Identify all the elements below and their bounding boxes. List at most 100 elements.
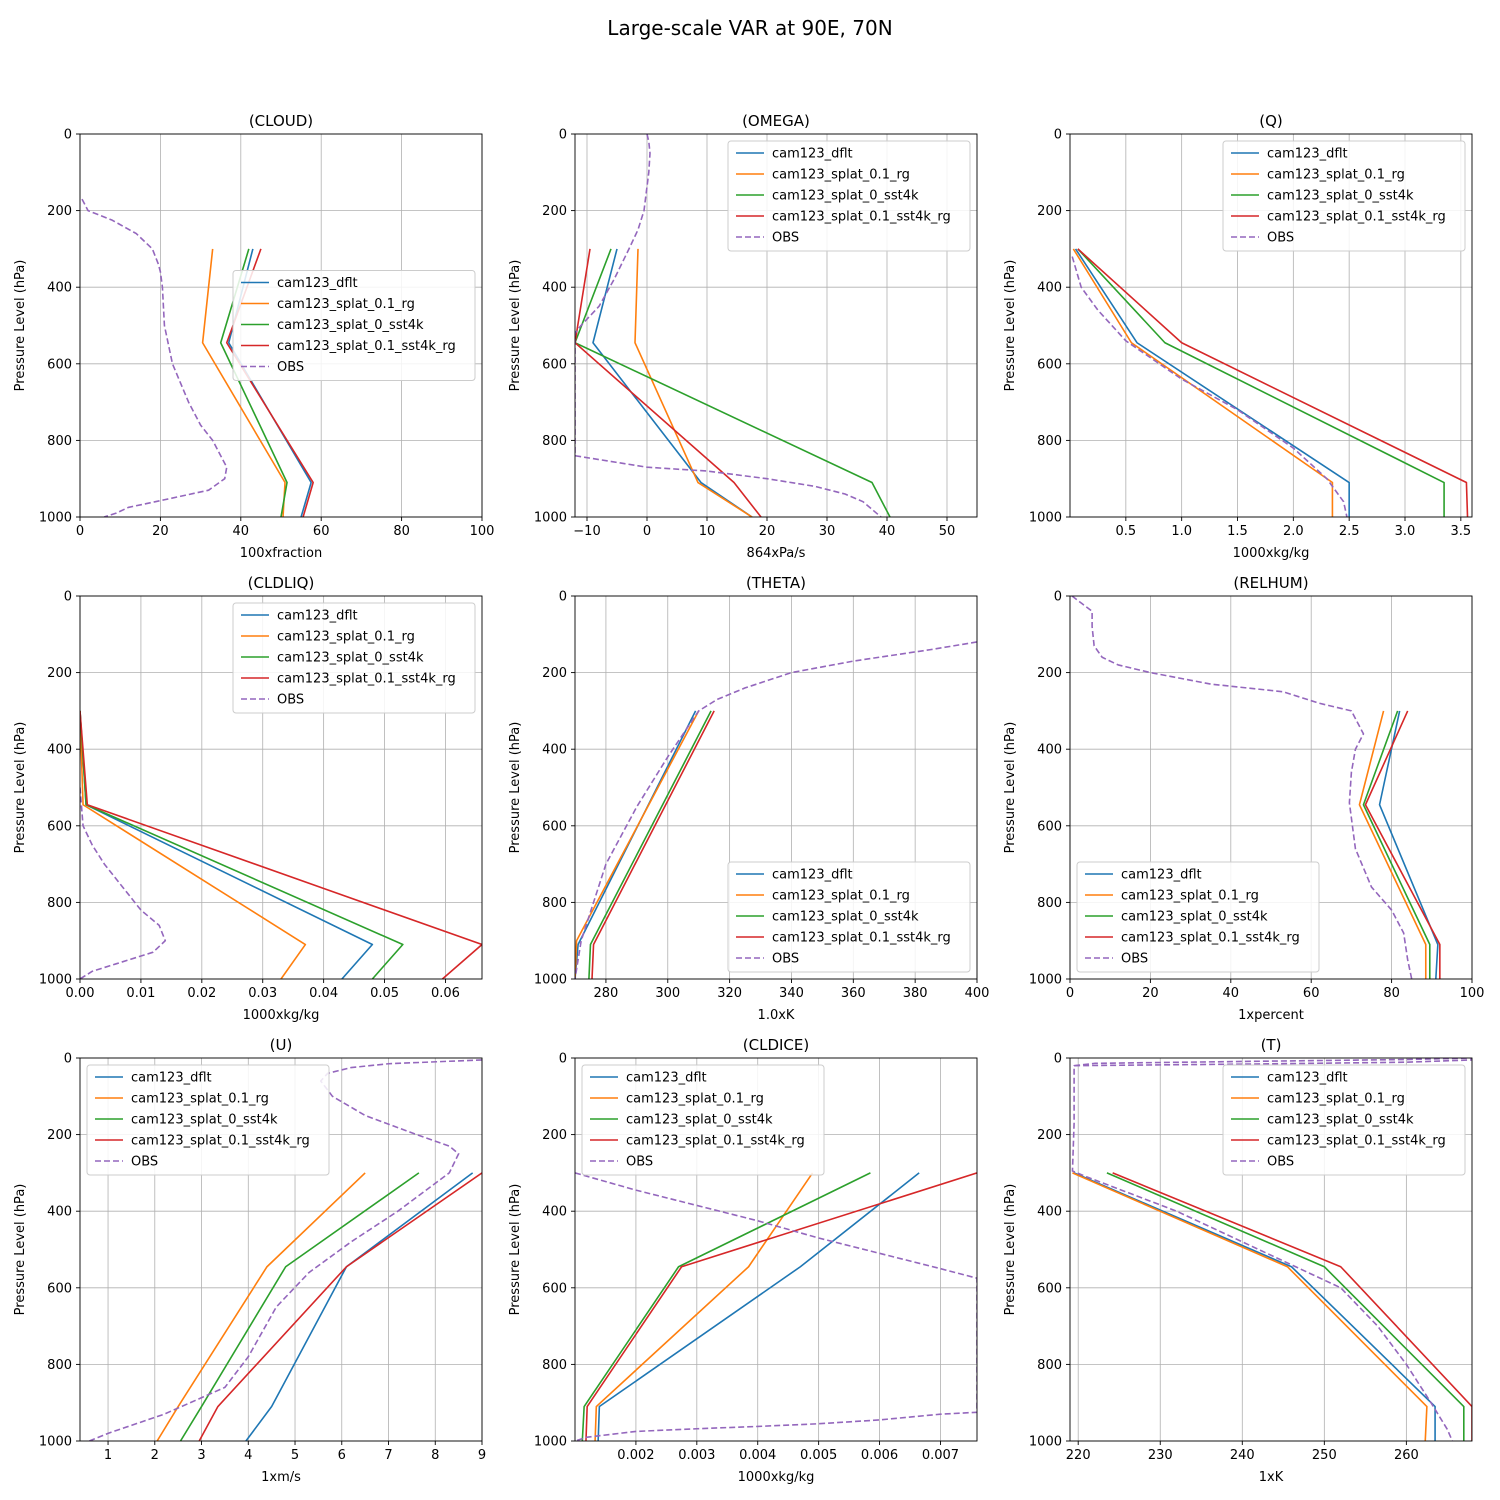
y-tick-label: 400	[542, 743, 567, 758]
chart-title: (CLDLIQ)	[248, 574, 315, 592]
legend-label: cam123_splat_0_sst4k	[277, 318, 424, 333]
y-tick-label: 400	[47, 743, 72, 758]
chart-title: (CLDICE)	[743, 1036, 809, 1054]
x-tick-label: 300	[655, 986, 680, 1001]
y-tick-label: 600	[47, 357, 72, 372]
figure-title: Large-scale VAR at 90E, 70N	[607, 16, 893, 40]
y-axis-label: Pressure Level (hPa)	[1003, 1184, 1018, 1316]
y-tick-label: 400	[1037, 743, 1062, 758]
legend-label: cam123_splat_0.1_rg	[1267, 168, 1405, 183]
x-axis-label: 100xfraction	[240, 546, 322, 561]
x-axis-label: 1000xkg/kg	[738, 1470, 815, 1485]
legend-box	[581, 1064, 825, 1176]
chart-title: (U)	[270, 1036, 293, 1054]
y-tick-label: 400	[542, 281, 567, 296]
legend-label: cam123_splat_0.1_rg	[277, 297, 415, 312]
series-line-OBS	[575, 134, 882, 517]
y-tick-label: 400	[542, 1205, 567, 1220]
x-tick-label: 40	[1223, 986, 1240, 1001]
y-tick-label: 600	[542, 1281, 567, 1296]
x-tick-label: 80	[393, 524, 410, 539]
x-tick-label: 280	[594, 986, 619, 1001]
legend-label: cam123_splat_0.1_sst4k_rg	[277, 672, 456, 687]
y-tick-label: 1000	[39, 1435, 72, 1450]
y-tick-label: 1000	[534, 1435, 567, 1450]
y-axis-label: Pressure Level (hPa)	[13, 260, 28, 392]
y-tick-label: 600	[542, 819, 567, 834]
x-tick-label: 100	[1460, 986, 1485, 1001]
y-axis-label: Pressure Level (hPa)	[508, 260, 523, 392]
x-tick-label: 0.06	[431, 986, 460, 1001]
series-group	[1071, 1058, 1472, 1441]
series-line-cam123_splat_0.1_sst4k_rg	[591, 710, 715, 979]
series-line-cam123_splat_0.1_rg	[634, 248, 753, 517]
legend-label: cam123_splat_0_sst4k	[1267, 1113, 1414, 1128]
series-line-cam123_splat_0.1_rg	[575, 710, 700, 979]
plot-frame	[574, 595, 978, 980]
plot-frame	[1069, 595, 1473, 980]
y-tick-label: 1000	[1029, 1435, 1062, 1450]
legend-label: cam123_splat_0.1_rg	[626, 1092, 764, 1107]
x-tick-label: 220	[1066, 1448, 1091, 1463]
chart-title: (Q)	[1259, 112, 1283, 130]
series-line-OBS	[81, 198, 228, 517]
series-line-OBS	[1071, 1058, 1472, 1441]
chart-title: (THETA)	[746, 574, 806, 592]
legend-label: cam123_dflt	[131, 1071, 212, 1086]
series-line-cam123_splat_0.1_rg	[1072, 248, 1334, 517]
x-tick-label: 0	[643, 524, 651, 539]
legend: cam123_dflt cam123_splat_0.1_rg cam123_spl…	[581, 1064, 825, 1176]
x-tick-label: 3.5	[1450, 524, 1471, 539]
x-tick-label: 8	[431, 1448, 439, 1463]
series-line-cam123_splat_0.1_sst4k_rg	[1112, 1172, 1472, 1441]
y-axis-label: Pressure Level (hPa)	[1003, 722, 1018, 854]
series-line-cam123_dflt	[80, 710, 374, 979]
chart-panel-theta: 280 300 320 340 360 380 400 0 200 400 600 800 1000 (T…	[508, 574, 989, 1023]
chart-title: (RELHUM)	[1233, 574, 1308, 592]
x-tick-label: 40	[879, 524, 896, 539]
legend-label: OBS	[1267, 231, 1294, 246]
series-line-cam123_dflt	[597, 1172, 920, 1441]
series-line-cam123_splat_0.1_rg	[594, 1172, 814, 1441]
legend-label: cam123_splat_0.1_rg	[131, 1092, 269, 1107]
legend-label: cam123_dflt	[1267, 147, 1348, 162]
series-group	[80, 710, 482, 979]
chart-title: (OMEGA)	[742, 112, 810, 130]
y-tick-label: 200	[47, 666, 72, 681]
y-tick-label: 800	[1037, 434, 1062, 449]
x-tick-label: 0.004	[739, 1448, 776, 1463]
legend-label: OBS	[1267, 1155, 1294, 1170]
legend: cam123_dflt cam123_splat_0.1_rg cam123_spl…	[1076, 861, 1320, 973]
legend-label: cam123_splat_0_sst4k	[1121, 910, 1268, 925]
x-tick-label: 0.01	[126, 986, 155, 1001]
chart-title: (CLOUD)	[249, 112, 313, 130]
y-tick-label: 800	[542, 896, 567, 911]
legend-box	[86, 1064, 330, 1176]
series-line-cam123_splat_0.1_rg	[1072, 1172, 1428, 1441]
chart-panel-cldliq: 0.00 0.01 0.02 0.03 0.04 0.05 0.06 0 200 400 600 80…	[13, 574, 483, 1023]
x-tick-label: 9	[478, 1448, 486, 1463]
series-line-cam123_splat_0_sst4k	[179, 1172, 420, 1441]
x-tick-label: 320	[717, 986, 742, 1001]
x-tick-label: 0.006	[861, 1448, 898, 1463]
x-tick-label: 340	[779, 986, 804, 1001]
y-axis-label: Pressure Level (hPa)	[13, 1184, 28, 1316]
legend-label: cam123_splat_0.1_sst4k_rg	[131, 1134, 310, 1149]
y-tick-label: 600	[47, 819, 72, 834]
series-line-OBS	[575, 641, 977, 979]
x-tick-label: 3.0	[1395, 524, 1416, 539]
series-line-cam123_splat_0_sst4k	[575, 248, 891, 517]
chart-panel-t: 220 230 240 250 260 0 200 400 600 800 1000 (T) 1xK Pr…	[1003, 1036, 1473, 1485]
y-tick-label: 1000	[534, 511, 567, 526]
x-tick-label: 3	[197, 1448, 205, 1463]
y-tick-label: 200	[542, 204, 567, 219]
legend-label: OBS	[772, 952, 799, 967]
series-line-cam123_dflt	[1074, 248, 1350, 517]
y-tick-label: 0	[1054, 128, 1062, 143]
legend-label: cam123_dflt	[626, 1071, 707, 1086]
y-tick-label: 600	[47, 1281, 72, 1296]
x-tick-label: −10	[573, 524, 600, 539]
x-tick-label: 0	[1066, 986, 1074, 1001]
y-axis-label: Pressure Level (hPa)	[13, 722, 28, 854]
x-tick-label: 30	[819, 524, 836, 539]
